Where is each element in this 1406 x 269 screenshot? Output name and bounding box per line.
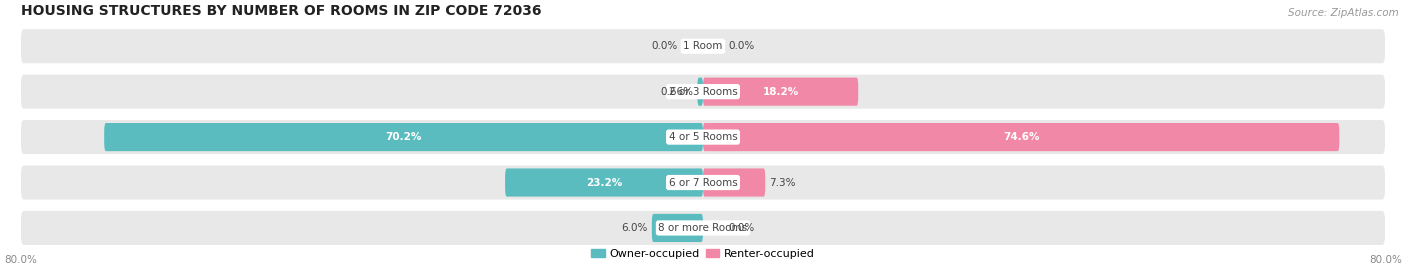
FancyBboxPatch shape — [104, 123, 703, 151]
FancyBboxPatch shape — [21, 75, 1385, 109]
FancyBboxPatch shape — [697, 77, 703, 106]
Text: 23.2%: 23.2% — [586, 178, 623, 187]
FancyBboxPatch shape — [652, 214, 703, 242]
Text: 0.66%: 0.66% — [659, 87, 693, 97]
Legend: Owner-occupied, Renter-occupied: Owner-occupied, Renter-occupied — [586, 244, 820, 263]
FancyBboxPatch shape — [703, 168, 765, 197]
FancyBboxPatch shape — [21, 211, 1385, 245]
FancyBboxPatch shape — [703, 77, 858, 106]
Text: 6.0%: 6.0% — [621, 223, 648, 233]
FancyBboxPatch shape — [21, 29, 1385, 63]
Text: HOUSING STRUCTURES BY NUMBER OF ROOMS IN ZIP CODE 72036: HOUSING STRUCTURES BY NUMBER OF ROOMS IN… — [21, 4, 541, 18]
Text: 74.6%: 74.6% — [1002, 132, 1039, 142]
Text: 6 or 7 Rooms: 6 or 7 Rooms — [669, 178, 737, 187]
Text: 1 Room: 1 Room — [683, 41, 723, 51]
Text: 0.0%: 0.0% — [651, 41, 678, 51]
FancyBboxPatch shape — [21, 165, 1385, 200]
Text: 8 or more Rooms: 8 or more Rooms — [658, 223, 748, 233]
Text: 0.0%: 0.0% — [728, 223, 755, 233]
Text: Source: ZipAtlas.com: Source: ZipAtlas.com — [1288, 8, 1399, 18]
Text: 70.2%: 70.2% — [385, 132, 422, 142]
Text: 18.2%: 18.2% — [762, 87, 799, 97]
FancyBboxPatch shape — [505, 168, 703, 197]
Text: 2 or 3 Rooms: 2 or 3 Rooms — [669, 87, 737, 97]
FancyBboxPatch shape — [21, 120, 1385, 154]
FancyBboxPatch shape — [703, 123, 1340, 151]
Text: 0.0%: 0.0% — [728, 41, 755, 51]
Text: 7.3%: 7.3% — [769, 178, 796, 187]
Text: 4 or 5 Rooms: 4 or 5 Rooms — [669, 132, 737, 142]
